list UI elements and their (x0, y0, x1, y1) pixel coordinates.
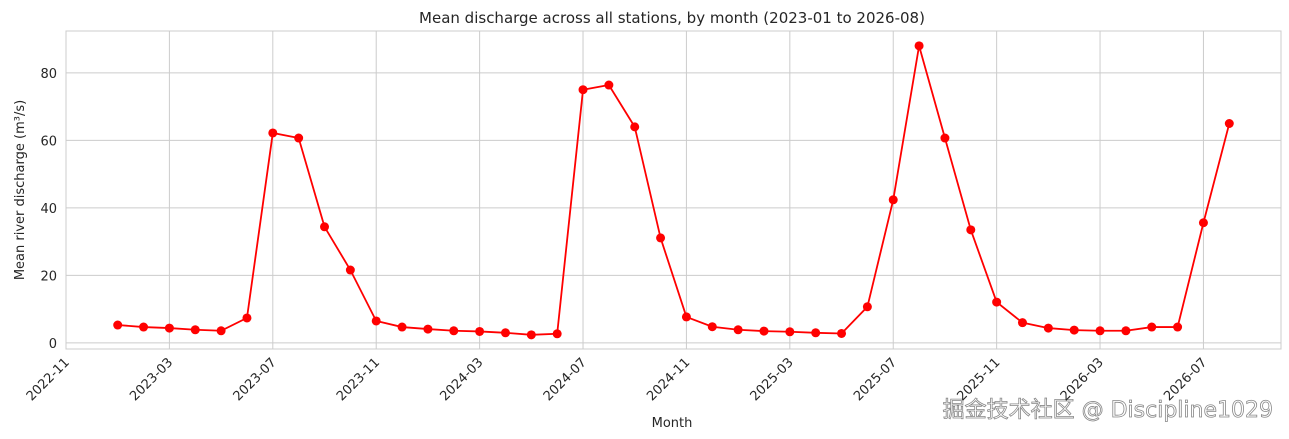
data-point (475, 326, 485, 336)
data-point (113, 320, 123, 330)
x-tick-label: 2023-03 (127, 355, 176, 404)
x-tick-label: 2024-11 (644, 355, 693, 404)
watermark: 掘金技术社区 @ Discipline1029 (943, 398, 1273, 423)
data-point (785, 327, 795, 337)
x-axis-label: Month (652, 416, 693, 431)
data-point (966, 225, 976, 235)
chart-title: Mean discharge across all stations, by m… (419, 9, 925, 27)
x-tick-label: 2025-11 (954, 355, 1003, 404)
x-tick-label: 2024-07 (541, 355, 590, 404)
data-point (423, 324, 433, 334)
x-tick-label: 2023-07 (231, 355, 280, 404)
plot-area (65, 30, 1282, 350)
data-point (992, 297, 1002, 307)
y-tick-label: 80 (40, 67, 57, 82)
data-point (811, 328, 821, 338)
x-tick-label: 2022-11 (24, 355, 73, 404)
data-point (1224, 118, 1234, 128)
data-point (940, 133, 950, 143)
data-point (733, 325, 743, 335)
x-tick-label: 2025-03 (748, 355, 797, 404)
data-point (888, 195, 898, 205)
data-point (1043, 323, 1053, 333)
x-tick-label: 2023-11 (334, 355, 383, 404)
data-point (578, 85, 588, 95)
data-point (656, 233, 666, 243)
data-point (345, 265, 355, 275)
data-point (862, 302, 872, 312)
data-point (268, 128, 278, 138)
x-tick-label: 2026-03 (1058, 355, 1107, 404)
y-axis-label: Mean river discharge (m³/s) (13, 100, 28, 280)
data-point (526, 330, 536, 340)
y-tick-label: 20 (40, 269, 57, 284)
y-tick-label: 0 (49, 337, 57, 352)
data-point (604, 80, 614, 90)
data-point (1147, 322, 1157, 332)
data-point (1121, 326, 1131, 336)
y-tick-label: 60 (40, 134, 57, 149)
data-point (449, 326, 459, 336)
data-point (1173, 322, 1183, 332)
data-point (1017, 318, 1027, 328)
data-point (914, 41, 924, 51)
data-point (216, 326, 226, 336)
data-point (1198, 218, 1208, 228)
data-point (139, 322, 149, 332)
data-point (500, 328, 510, 338)
data-point (707, 322, 717, 332)
data-point (1095, 326, 1105, 336)
data-point (294, 133, 304, 143)
x-tick-label: 2025-07 (851, 355, 900, 404)
data-point (371, 316, 381, 326)
y-tick-label: 40 (40, 202, 57, 217)
data-point (242, 313, 252, 323)
data-point (164, 323, 174, 333)
data-point (320, 222, 330, 232)
x-tick-label: 2024-03 (437, 355, 486, 404)
x-tick-label: 2026-07 (1161, 355, 1210, 404)
data-point (190, 325, 200, 335)
plot-frame (65, 30, 1282, 350)
data-point (1069, 325, 1079, 335)
data-point (397, 322, 407, 332)
data-point (630, 122, 640, 132)
data-point (552, 329, 562, 339)
data-point (759, 326, 769, 336)
data-point (681, 312, 691, 322)
data-point (837, 328, 847, 338)
